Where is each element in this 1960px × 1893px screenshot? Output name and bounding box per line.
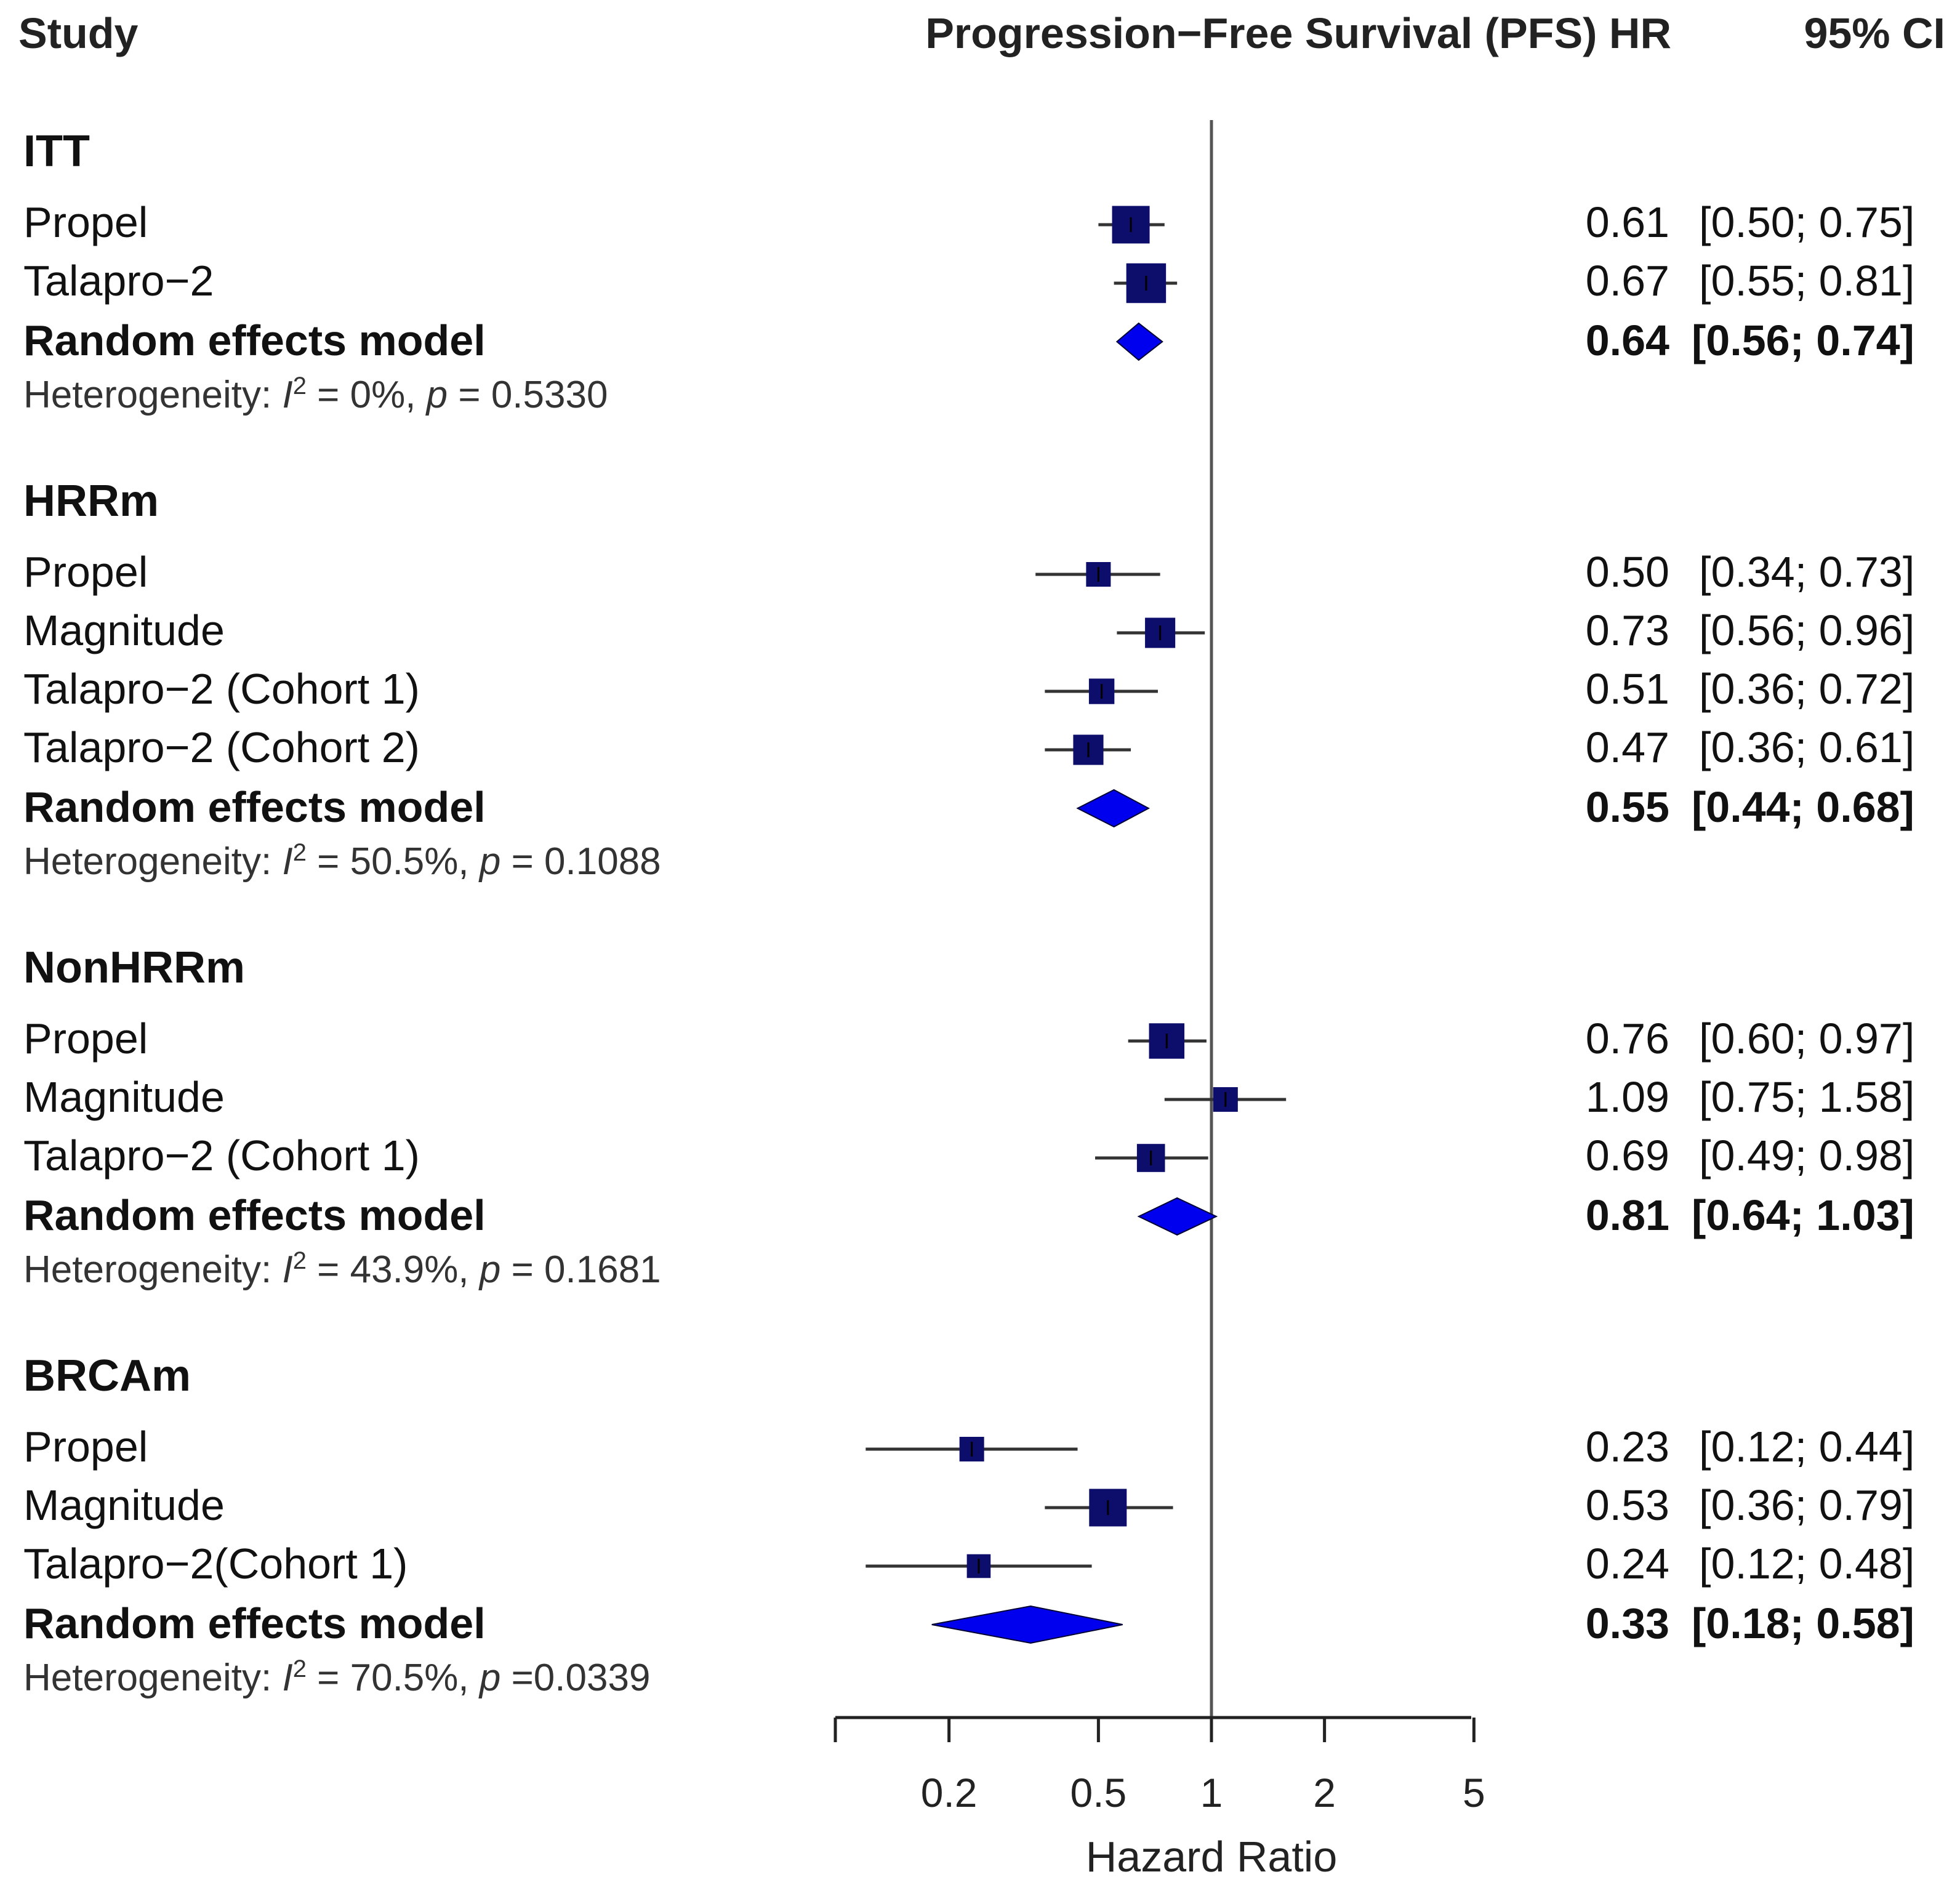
group-title: ITT (23, 127, 90, 176)
study-label: Talapro−2 (Cohort 1) (23, 665, 420, 713)
study-label: Talapro−2 (23, 257, 214, 305)
summary-ci-value: [0.18; 0.58] (1692, 1599, 1914, 1647)
hr-value: 1.09 (1586, 1073, 1669, 1121)
x-tick-label: 0.5 (1070, 1770, 1127, 1815)
ci-value: [0.60; 0.97] (1699, 1015, 1914, 1063)
study-label: Talapro−2 (Cohort 1) (23, 1131, 420, 1180)
group-title: NonHRRm (23, 943, 245, 992)
summary-ci-value: [0.56; 0.74] (1692, 316, 1914, 364)
hr-value: 0.67 (1586, 257, 1669, 305)
study-label: Propel (23, 1423, 148, 1471)
summary-hr-value: 0.81 (1586, 1191, 1669, 1239)
hr-value: 0.73 (1586, 606, 1669, 654)
heterogeneity-text: Heterogeneity: I2 = 70.5%, p =0.0339 (23, 1655, 650, 1699)
heterogeneity-text: Heterogeneity: I2 = 0%, p = 0.5330 (23, 372, 608, 416)
x-tick-label: 2 (1313, 1770, 1336, 1815)
ci-value: [0.49; 0.98] (1699, 1131, 1914, 1180)
summary-ci-value: [0.44; 0.68] (1692, 783, 1914, 831)
ci-value: [0.36; 0.79] (1699, 1481, 1914, 1529)
summary-label: Random effects model (23, 1191, 486, 1239)
x-tick-label: 5 (1463, 1770, 1485, 1815)
summary-diamond (1137, 1197, 1218, 1236)
hr-value: 0.69 (1586, 1131, 1669, 1180)
hr-value: 0.51 (1586, 665, 1669, 713)
hr-value: 0.23 (1586, 1423, 1669, 1471)
group-title: BRCAm (23, 1351, 191, 1401)
ci-value: [0.36; 0.61] (1699, 723, 1914, 771)
ci-value: [0.34; 0.73] (1699, 548, 1914, 596)
study-label: Propel (23, 1015, 148, 1063)
heterogeneity-text: Heterogeneity: I2 = 50.5%, p = 0.1088 (23, 839, 661, 883)
heterogeneity-text: Heterogeneity: I2 = 43.9%, p = 0.1681 (23, 1247, 661, 1291)
hr-value: 0.47 (1586, 723, 1669, 771)
ci-value: [0.36; 0.72] (1699, 665, 1914, 713)
hr-value: 0.50 (1586, 548, 1669, 596)
summary-diamond (1076, 789, 1150, 828)
group-title: HRRm (23, 476, 159, 526)
ci-value: [0.75; 1.58] (1699, 1073, 1914, 1121)
ci-value: [0.12; 0.48] (1699, 1540, 1914, 1588)
summary-diamond (1115, 322, 1163, 361)
hr-value: 0.53 (1586, 1481, 1669, 1529)
ci-value: [0.12; 0.44] (1699, 1423, 1914, 1471)
x-tick-label: 0.2 (921, 1770, 978, 1815)
header-study: Study (18, 9, 139, 57)
study-label: Propel (23, 198, 148, 246)
summary-label: Random effects model (23, 1599, 486, 1647)
summary-hr-value: 0.55 (1586, 783, 1669, 831)
study-label: Magnitude (23, 606, 225, 654)
study-label: Magnitude (23, 1481, 225, 1529)
study-label: Propel (23, 548, 148, 596)
ci-value: [0.55; 0.81] (1699, 257, 1914, 305)
hr-value: 0.76 (1586, 1015, 1669, 1063)
summary-label: Random effects model (23, 783, 486, 831)
header-ci: 95% CI (1804, 9, 1945, 57)
study-label: Magnitude (23, 1073, 225, 1121)
study-label: Talapro−2(Cohort 1) (23, 1540, 408, 1588)
x-tick-label: 1 (1200, 1770, 1223, 1815)
ci-value: [0.50; 0.75] (1699, 198, 1914, 246)
x-axis-title: Hazard Ratio (1086, 1833, 1338, 1881)
summary-diamond (931, 1605, 1123, 1644)
summary-hr-value: 0.64 (1586, 316, 1669, 364)
hr-value: 0.61 (1586, 198, 1669, 246)
header-effect: Progression−Free Survival (PFS) HR (925, 9, 1671, 57)
summary-hr-value: 0.33 (1586, 1599, 1669, 1647)
hr-value: 0.24 (1586, 1540, 1669, 1588)
study-label: Talapro−2 (Cohort 2) (23, 723, 420, 771)
ci-value: [0.56; 0.96] (1699, 606, 1914, 654)
summary-ci-value: [0.64; 1.03] (1692, 1191, 1914, 1239)
summary-label: Random effects model (23, 316, 486, 364)
